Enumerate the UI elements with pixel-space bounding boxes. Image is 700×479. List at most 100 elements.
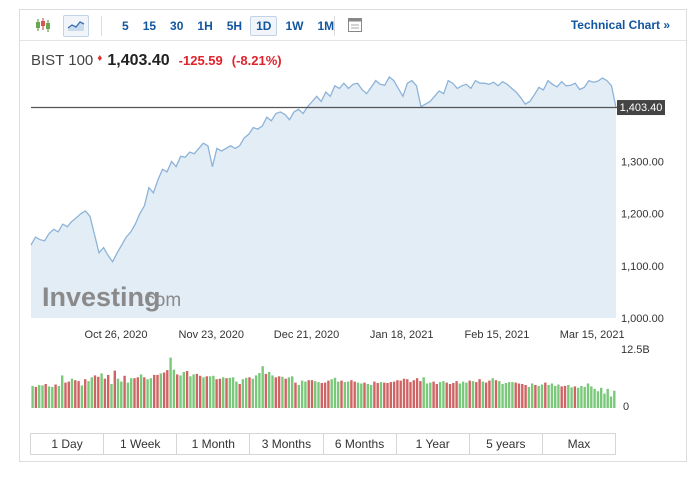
- timeframe-30[interactable]: 30: [170, 19, 184, 33]
- investing-watermark: Investing .com: [42, 282, 181, 312]
- volume-bar: [166, 370, 169, 408]
- volume-bar: [116, 378, 120, 408]
- volume-bar: [580, 385, 583, 408]
- range-3-months[interactable]: 3 Months: [250, 434, 324, 454]
- timeframe-group: 5 15 30 1H 5H 1D 1W 1M: [116, 16, 342, 36]
- timeframe-1d[interactable]: 1D: [250, 16, 278, 36]
- volume-bar: [484, 382, 488, 408]
- range-1-week[interactable]: 1 Week: [104, 434, 178, 454]
- volume-bar: [300, 380, 304, 408]
- volume-bar: [577, 387, 580, 408]
- volume-bar: [402, 378, 406, 408]
- x-axis: Oct 26, 2020 Nov 23, 2020 Dec 21, 2020 Jan …: [85, 329, 625, 341]
- volume-bar: [84, 379, 87, 408]
- volume-bar: [202, 377, 205, 408]
- volume-bar: [369, 385, 373, 408]
- volume-bar: [176, 374, 179, 408]
- volume-bar: [103, 378, 107, 408]
- volume-bar: [34, 386, 38, 408]
- volume-bar: [517, 383, 521, 408]
- price-change-percent: (-8.21%): [231, 53, 282, 68]
- volume-bar: [195, 373, 199, 408]
- candlestick-chart-icon[interactable]: [32, 15, 54, 35]
- range-1-month[interactable]: 1 Month: [177, 434, 251, 454]
- range-1-day[interactable]: 1 Day: [31, 434, 105, 454]
- volume-bar: [330, 379, 333, 408]
- toolbar-divider: [101, 16, 102, 36]
- range-max[interactable]: Max: [567, 437, 591, 451]
- technical-chart-link[interactable]: Technical Chart »: [570, 18, 670, 32]
- volume-bar: [274, 377, 277, 408]
- volume-bar: [573, 386, 577, 408]
- indicator-panel-icon[interactable]: [346, 15, 364, 35]
- quote-header: BIST 100 ♦ 1,403.40 -125.59 (-8.21%): [31, 52, 282, 70]
- volume-bar: [557, 384, 560, 408]
- timeframe-15[interactable]: 15: [142, 19, 157, 33]
- volume-bar: [465, 382, 468, 408]
- volume-bar: [547, 385, 550, 408]
- volume-bar: [452, 383, 455, 408]
- volume-bar: [373, 381, 376, 408]
- volume-bar: [603, 393, 606, 408]
- volume-bar: [527, 386, 531, 408]
- volume-bar: [320, 383, 323, 408]
- volume-bar: [100, 373, 103, 408]
- volume-bar: [143, 377, 146, 408]
- volume-bar: [389, 382, 392, 408]
- volume-bar: [107, 374, 110, 408]
- volume-bar: [590, 386, 593, 408]
- range-6-months[interactable]: 6 Months: [324, 434, 397, 454]
- volume-bar: [139, 374, 143, 408]
- volume-bar: [609, 396, 613, 408]
- timeframe-1m[interactable]: 1M: [317, 19, 335, 33]
- volume-bar: [208, 376, 212, 408]
- volume-bar: [284, 378, 287, 408]
- volume-bar: [445, 382, 448, 408]
- timeframe-1h[interactable]: 1H: [197, 19, 213, 33]
- volume-bar: [366, 384, 369, 408]
- volume-bar: [337, 381, 340, 408]
- volume-bar: [461, 381, 465, 408]
- volume-bar: [136, 377, 139, 408]
- x-tick-label: Oct 26, 2020: [85, 329, 148, 341]
- price-line: [30, 76, 617, 263]
- watermark-brand: Investing: [42, 282, 161, 312]
- volume-bar: [90, 377, 93, 408]
- volume-bar: [162, 372, 166, 408]
- volume-bar: [156, 374, 159, 408]
- volume-bar: [429, 382, 432, 408]
- volume-bar: [70, 378, 74, 408]
- volume-bar: [531, 383, 534, 408]
- y-tick-label: 1,100.00: [621, 261, 664, 273]
- volume-bar: [504, 383, 508, 408]
- volume-bar: [64, 382, 67, 408]
- timeframe-5h[interactable]: 5H: [226, 19, 243, 33]
- volume-bar: [172, 369, 176, 408]
- volume-bar: [212, 375, 215, 408]
- volume-bar: [241, 379, 245, 408]
- volume-bar: [222, 377, 225, 408]
- volume-bar: [399, 380, 402, 408]
- volume-bar: [205, 376, 208, 408]
- volume-bar: [383, 382, 386, 408]
- volume-bar: [297, 385, 300, 408]
- volume-bar: [314, 381, 317, 408]
- volume-bar: [340, 380, 343, 408]
- timeframe-1w[interactable]: 1W: [285, 19, 304, 33]
- volume-bar: [182, 372, 185, 408]
- volume-bar: [455, 381, 458, 408]
- volume-bar: [149, 378, 153, 408]
- range-1-year[interactable]: 1 Year: [397, 434, 470, 454]
- volume-bar: [554, 385, 557, 408]
- volume-bar: [363, 382, 366, 408]
- timeframe-5[interactable]: 5: [122, 19, 129, 33]
- volume-bar: [120, 381, 123, 408]
- volume-bar: [458, 383, 461, 408]
- area-chart-icon[interactable]: [63, 15, 89, 37]
- volume-bar: [350, 380, 353, 408]
- range-5-years[interactable]: 5 years: [470, 434, 543, 454]
- volume-bar: [271, 375, 274, 408]
- volume-bar: [438, 382, 442, 408]
- volume-bar: [235, 381, 238, 408]
- volume-bar: [113, 370, 116, 408]
